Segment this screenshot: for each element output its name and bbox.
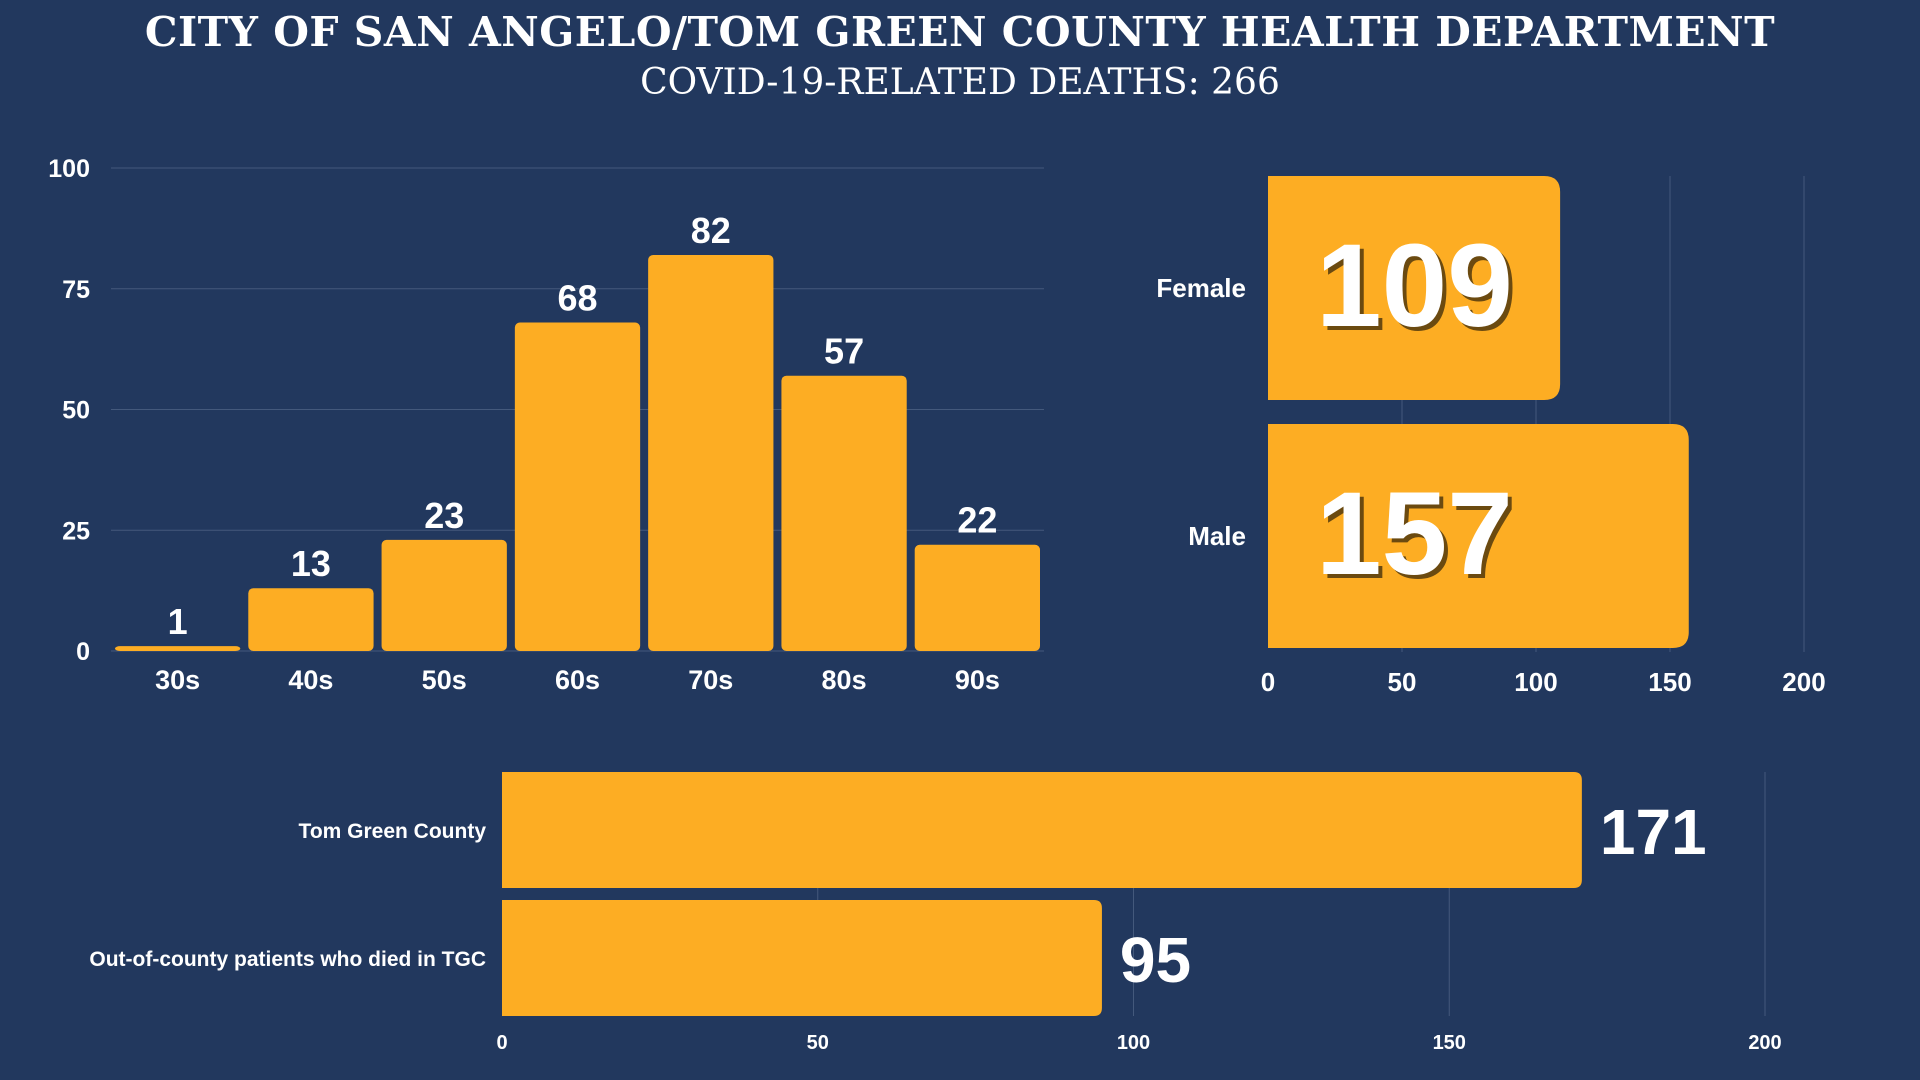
page-subtitle: COVID-19-RELATED DEATHS: 266 bbox=[640, 62, 1280, 103]
bar bbox=[514, 322, 641, 651]
data-label-shadow: 109 bbox=[1320, 224, 1517, 356]
data-label: 1 bbox=[168, 601, 188, 642]
data-label: 157 bbox=[1316, 468, 1513, 600]
bar bbox=[502, 900, 1102, 1016]
x-tick-label: 30s bbox=[155, 665, 200, 695]
data-label-shadow: 157 bbox=[1320, 472, 1517, 604]
y-tick-label: 100 bbox=[48, 155, 90, 183]
y-tick-label: 0 bbox=[76, 638, 90, 666]
bar bbox=[914, 544, 1040, 651]
bar bbox=[248, 588, 374, 651]
y-tick-label: 25 bbox=[62, 517, 90, 545]
x-tick-label: 0 bbox=[496, 1032, 507, 1054]
data-label: 22 bbox=[957, 500, 997, 541]
data-label: 23 bbox=[424, 495, 464, 536]
x-tick-label: 0 bbox=[1261, 667, 1275, 697]
data-label: 68 bbox=[557, 278, 597, 319]
x-tick-label: 70s bbox=[688, 665, 733, 695]
category-label: Female bbox=[1156, 273, 1246, 303]
bar bbox=[781, 375, 907, 651]
x-tick-label: 50 bbox=[807, 1032, 829, 1054]
bar bbox=[648, 254, 774, 651]
data-label: 171 bbox=[1600, 796, 1707, 868]
x-tick-label: 50 bbox=[1388, 667, 1417, 697]
x-tick-label: 150 bbox=[1433, 1032, 1466, 1054]
data-label: 95 bbox=[1120, 924, 1191, 996]
category-label: Male bbox=[1188, 521, 1246, 551]
x-tick-label: 100 bbox=[1514, 667, 1557, 697]
data-label: 82 bbox=[691, 210, 731, 251]
y-tick-label: 50 bbox=[62, 397, 90, 425]
category-label: Tom Green County bbox=[299, 820, 487, 843]
x-tick-label: 40s bbox=[288, 665, 333, 695]
y-tick-label: 75 bbox=[62, 276, 90, 304]
x-tick-label: 50s bbox=[422, 665, 467, 695]
x-tick-label: 200 bbox=[1782, 667, 1825, 697]
category-label: Out-of-county patients who died in TGC bbox=[89, 948, 486, 971]
page-title: CITY OF SAN ANGELO/TOM GREEN COUNTY HEAL… bbox=[144, 8, 1776, 56]
x-tick-label: 150 bbox=[1648, 667, 1691, 697]
x-tick-label: 100 bbox=[1117, 1032, 1150, 1054]
data-label: 13 bbox=[291, 543, 331, 584]
x-tick-label: 200 bbox=[1748, 1032, 1781, 1054]
bar bbox=[1268, 424, 1689, 648]
bar bbox=[502, 772, 1582, 888]
bar bbox=[115, 646, 241, 651]
data-label: 109 bbox=[1316, 220, 1513, 352]
data-label: 57 bbox=[824, 331, 864, 372]
bar bbox=[1268, 176, 1561, 400]
x-tick-label: 90s bbox=[955, 665, 1000, 695]
bar bbox=[381, 539, 507, 651]
x-tick-label: 80s bbox=[822, 665, 867, 695]
x-tick-label: 60s bbox=[555, 665, 600, 695]
